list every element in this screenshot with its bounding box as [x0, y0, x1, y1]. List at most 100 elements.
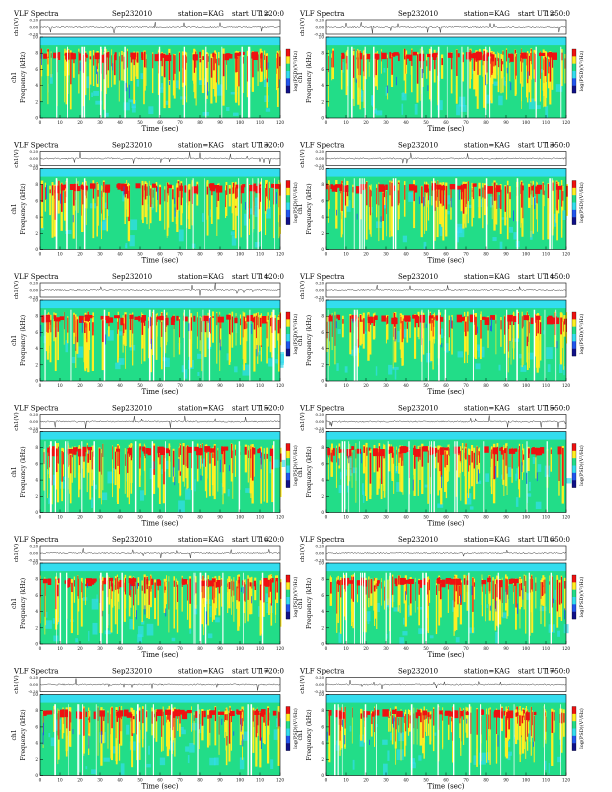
burst-red-streak — [429, 714, 432, 720]
cyan-patch — [402, 235, 408, 243]
cyan-patch — [77, 346, 84, 358]
burst-yellow-streak — [447, 711, 450, 740]
burst-red-streak — [118, 449, 120, 475]
data-gap-white — [165, 441, 166, 513]
colorbar-swatch — [572, 56, 576, 64]
red-band-patch — [118, 710, 124, 717]
burst-yellow-streak — [542, 181, 544, 240]
burst-yellow-streak — [91, 317, 94, 371]
burst-red-streak — [152, 189, 154, 198]
burst-yellow-streak — [57, 708, 59, 765]
cyan-patch — [198, 724, 204, 734]
start-ut-prefix: start UT = — [232, 668, 270, 676]
cyan-patch — [231, 235, 237, 246]
cyan-patch — [167, 740, 175, 751]
burst-yellow-streak — [162, 706, 164, 751]
burst-yellow-streak — [429, 311, 431, 341]
burst-yellow-streak — [522, 51, 524, 87]
burst-red-streak — [330, 452, 332, 462]
burst-red-streak — [229, 188, 231, 194]
burst-red-streak — [505, 578, 507, 592]
freq-tick-label: 10 — [33, 429, 39, 434]
date-label: Sep232010 — [112, 142, 152, 150]
burst-yellow-streak — [247, 445, 249, 483]
cyan-patch — [197, 353, 203, 359]
burst-red-streak — [97, 190, 99, 197]
cyan-patch — [139, 490, 145, 501]
time-tick-label: 30 — [97, 515, 103, 520]
data-gap-blue — [151, 338, 152, 350]
freq-tick-label: 4 — [321, 609, 324, 614]
ch1-freq-label: ch1 — [11, 598, 18, 609]
burst-red-streak — [398, 575, 400, 585]
cyan-patch — [375, 603, 380, 612]
data-gap-white — [467, 46, 469, 118]
burst-red-streak — [77, 575, 79, 597]
cyan-patch — [151, 204, 154, 209]
colorbar-label: log(PSD)(V²/Hz) — [578, 314, 585, 355]
station-label: station=KAG — [464, 405, 510, 413]
cyan-patch — [387, 750, 390, 761]
burst-yellow-streak — [339, 577, 342, 634]
instrument-label: VLF Spectra — [299, 273, 344, 281]
burst-yellow-streak — [84, 578, 86, 606]
burst-red-streak — [124, 454, 126, 466]
red-band-patch — [374, 315, 378, 320]
red-band-patch — [506, 314, 513, 322]
burst-red-streak — [164, 586, 166, 591]
instrument-label: VLF Spectra — [13, 668, 58, 676]
red-band-patch — [83, 52, 87, 57]
burst-red-streak — [440, 449, 443, 477]
ch1-tick-label: 0.00 — [30, 419, 39, 424]
red-band-patch — [275, 577, 279, 582]
data-gap-blue — [72, 729, 74, 735]
burst-red-streak — [500, 189, 502, 210]
burst-red-streak — [242, 315, 244, 338]
burst-yellow-streak — [87, 711, 89, 745]
red-band-patch — [209, 710, 216, 715]
freq-axis-label: Frequency (kHz) — [20, 578, 27, 629]
data-gap-blue — [178, 458, 180, 471]
cyan-patch — [191, 243, 196, 248]
red-band-patch — [196, 448, 203, 456]
spectra-panel-1520-0: VLF Spectra Sep232010 station=KAG start UT … — [11, 405, 299, 528]
psd-colorbar: log(PSD)(V²/Hz) — [571, 574, 585, 620]
red-band-patch — [261, 316, 267, 324]
red-band-patch — [70, 53, 76, 60]
burst-yellow-streak — [439, 185, 440, 224]
time-tick-label: 40 — [117, 120, 123, 125]
data-gap-white — [55, 178, 58, 250]
burst-red-streak — [273, 188, 275, 205]
burst-yellow-streak — [392, 312, 394, 369]
burst-yellow-streak — [221, 578, 223, 607]
burst-red-streak — [330, 581, 332, 594]
time-tick-label: 100 — [236, 252, 244, 257]
cyan-patch — [106, 209, 109, 217]
data-gap-blue — [441, 343, 443, 348]
freq-tick-label: 8 — [321, 182, 324, 187]
burst-red-streak — [331, 314, 333, 337]
red-band-patch — [209, 448, 215, 453]
red-band-patch — [69, 183, 76, 190]
time-tick-label: 90 — [217, 383, 223, 388]
cyan-patch — [349, 725, 352, 732]
red-band-patch — [249, 314, 254, 322]
burst-red-streak — [86, 185, 87, 199]
red-band-patch — [78, 315, 84, 323]
freq-tick-label: 4 — [321, 741, 324, 746]
burst-red-streak — [199, 59, 202, 63]
burst-yellow-streak — [390, 182, 394, 237]
burst-red-streak — [180, 445, 182, 455]
colorbar-swatch — [286, 458, 290, 466]
red-band-patch — [327, 316, 333, 322]
red-band-patch — [417, 709, 421, 716]
time-axis-label: Time (sec) — [141, 125, 178, 133]
burst-red-streak — [528, 186, 531, 198]
burst-yellow-streak — [352, 184, 354, 208]
burst-yellow-streak — [82, 54, 85, 107]
data-gap-white — [341, 704, 343, 776]
burst-yellow-streak — [397, 183, 399, 231]
cyan-patch — [241, 731, 248, 741]
burst-yellow-streak — [404, 712, 406, 757]
burst-red-streak — [536, 186, 537, 204]
